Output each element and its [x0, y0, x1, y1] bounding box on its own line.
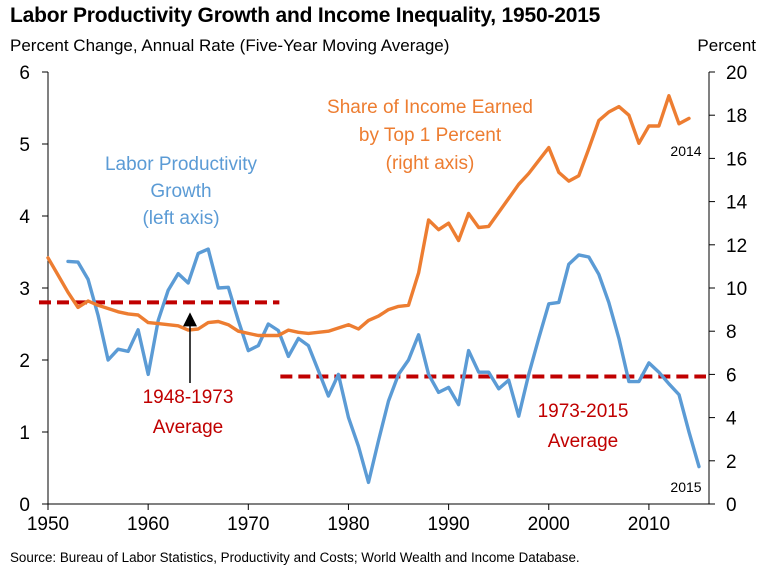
productivity-series-label: Growth: [150, 181, 211, 202]
left-tick-label: 3: [19, 279, 30, 300]
right-tick-label: 2: [726, 452, 737, 473]
endpoint-label-2014: 2014: [670, 143, 701, 159]
productivity-series-label: (left axis): [142, 208, 219, 229]
right-tick-label: 0: [726, 495, 737, 516]
average-1973-2015-label: 1973-2015: [538, 401, 629, 422]
right-tick-label: 20: [726, 63, 747, 84]
income-share-series-label: (right axis): [386, 153, 475, 174]
x-tick-label: 1980: [327, 514, 369, 535]
right-tick-label: 6: [726, 365, 737, 386]
income-share-series-label: Share of Income Earned: [327, 97, 533, 118]
right-tick-label: 12: [726, 236, 747, 257]
x-tick-label: 2010: [628, 514, 670, 535]
annotations: Labor Productivity Growth (left axis) Share…: [105, 97, 702, 495]
series-lines: [38, 94, 706, 485]
chart-title: Labor Productivity Growth and Income Ine…: [10, 4, 601, 27]
right-axis-title: Percent: [697, 36, 756, 55]
average-1948-1973-label: 1948-1973: [143, 387, 234, 408]
top-income-share-line: [46, 94, 691, 338]
average-1948-1973-label: Average: [153, 417, 223, 438]
right-tick-label: 18: [726, 106, 747, 127]
left-tick-label: 6: [19, 63, 30, 84]
income-share-series-label: by Top 1 Percent: [359, 125, 502, 146]
arrow-head: [183, 312, 197, 327]
left-tick-label: 5: [19, 135, 30, 156]
left-tick-label: 1: [19, 423, 30, 444]
source-note: Source: Bureau of Labor Statistics, Prod…: [10, 550, 580, 565]
left-tick-label: 0: [19, 495, 30, 516]
x-tick-label: 1970: [227, 514, 269, 535]
average-1973-2015-label: Average: [548, 431, 618, 452]
x-tick-label: 1990: [427, 514, 469, 535]
productivity-series-label: Labor Productivity: [105, 154, 258, 175]
x-tick-label: 2000: [528, 514, 570, 535]
x-tick-label: 1960: [127, 514, 169, 535]
right-tick-label: 4: [726, 409, 737, 430]
right-tick-label: 14: [726, 193, 748, 214]
right-tick-label: 16: [726, 149, 747, 170]
left-tick-label: 4: [19, 207, 30, 228]
endpoint-label-2015: 2015: [670, 479, 701, 495]
right-tick-label: 10: [726, 279, 747, 300]
x-tick-label: 1950: [27, 514, 69, 535]
right-tick-label: 8: [726, 322, 737, 343]
left-tick-label: 2: [19, 351, 30, 372]
productivity-growth-line: [66, 247, 701, 485]
left-axis-title: Percent Change, Annual Rate (Five-Year M…: [10, 36, 450, 55]
